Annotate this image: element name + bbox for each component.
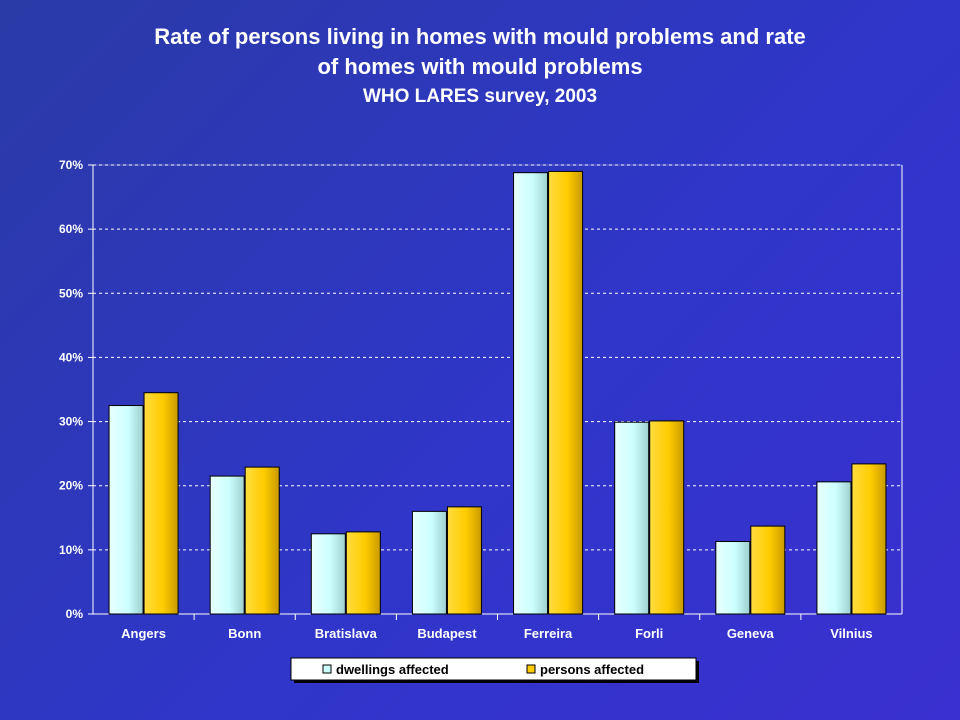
x-tick-label: Vilnius — [830, 626, 872, 641]
y-tick-label: 70% — [59, 158, 83, 172]
bar-dwellings — [108, 405, 144, 615]
y-tick-label: 30% — [59, 415, 83, 429]
bar-persons — [750, 525, 786, 615]
legend-label: dwellings affected — [336, 662, 449, 677]
legend-swatch-dwellings — [322, 664, 332, 674]
bar-persons — [851, 463, 887, 615]
x-tick-label: Bratislava — [315, 626, 378, 641]
legend-swatch-persons — [526, 664, 536, 674]
x-tick-label: Geneva — [727, 626, 775, 641]
bar-persons — [548, 170, 584, 615]
bar-persons — [649, 420, 685, 615]
plot-area: 0% 10% 20% 30% 40% 50% 60% 70% Angers Bonn Bratisl… — [59, 158, 903, 683]
x-tick-label: Ferreira — [524, 626, 573, 641]
bar-dwellings — [310, 533, 346, 615]
y-tick-label: 40% — [59, 350, 83, 364]
x-tick-label: Angers — [121, 626, 166, 641]
bar-dwellings — [816, 481, 852, 615]
legend-label: persons affected — [540, 662, 644, 677]
bar-dwellings — [209, 475, 245, 615]
title-line-1: Rate of persons living in homes with mou… — [154, 24, 806, 49]
bar-dwellings — [411, 510, 447, 615]
y-tick-label: 60% — [59, 222, 83, 236]
bar-persons — [446, 506, 482, 615]
bar-persons — [143, 392, 179, 615]
bar-dwellings — [614, 421, 650, 615]
bar-persons — [345, 531, 381, 615]
y-tick-label: 50% — [59, 286, 83, 300]
title-line-2: of homes with mould problems — [317, 54, 643, 79]
x-tick-label: Forli — [635, 626, 663, 641]
x-tick-label: Budapest — [417, 626, 477, 641]
chart-title: Rate of persons living in homes with mou… — [0, 22, 960, 112]
y-tick-label: 0% — [66, 607, 84, 621]
bar-dwellings — [715, 541, 751, 615]
x-tick-label: Bonn — [228, 626, 261, 641]
bar-dwellings — [513, 172, 549, 615]
bar-persons — [244, 466, 280, 615]
y-tick-label: 20% — [59, 479, 83, 493]
chart-subtitle: WHO LARES survey, 2003 — [362, 86, 598, 107]
legend — [290, 657, 697, 681]
y-tick-label: 10% — [59, 543, 83, 557]
